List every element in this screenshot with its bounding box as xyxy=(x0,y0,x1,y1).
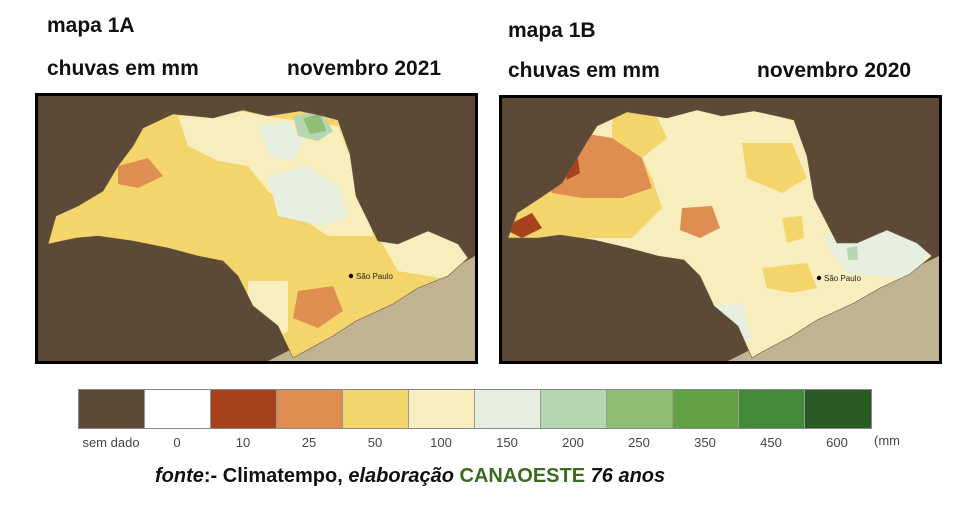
map-b-city-marker xyxy=(816,275,822,281)
map-b-period: novembro 2020 xyxy=(757,59,912,82)
legend-color-bar xyxy=(78,389,872,429)
map-b-frame: São Paulo xyxy=(499,95,942,364)
legend-label-2: 10 xyxy=(235,435,251,450)
source-suffix: 76 anos xyxy=(590,465,666,487)
legend-label-5: 100 xyxy=(430,435,452,450)
legend-swatch-8 xyxy=(607,390,673,428)
legend-swatch-3 xyxy=(277,390,343,428)
map-a-city-marker xyxy=(348,273,354,279)
map-a-zone-25 xyxy=(118,158,163,188)
legend-label-4: 50 xyxy=(367,435,383,450)
map-a-zone-150b xyxy=(258,121,303,161)
legend-label-11: 600 xyxy=(826,435,848,450)
map-b-zone-25b xyxy=(680,206,720,238)
map-a-subtitle: chuvas em mm xyxy=(47,57,199,80)
map-a-city-label: São Paulo xyxy=(356,272,393,281)
legend-label-8: 250 xyxy=(628,435,650,450)
map-b-title: mapa 1B xyxy=(508,19,596,42)
legend-swatch-10 xyxy=(739,390,805,428)
map-b-city-label: São Paulo xyxy=(824,274,861,283)
map-a-period: novembro 2021 xyxy=(287,57,442,80)
legend-swatch-9 xyxy=(673,390,739,428)
legend-label-6: 150 xyxy=(496,435,518,450)
legend-swatch-5 xyxy=(409,390,475,428)
source-separator: :- Climatempo, xyxy=(203,465,349,487)
map-b-zone-10b xyxy=(508,213,542,238)
source-line: fonte:- Climatempo, elaboração CANAOESTE… xyxy=(155,465,665,488)
map-a-ocean xyxy=(268,256,475,361)
map-b-zone-50e xyxy=(782,216,804,243)
source-org: CANAOESTE xyxy=(459,465,586,487)
map-a-svg: São Paulo xyxy=(38,96,475,361)
legend-label-0: sem dado xyxy=(82,435,140,450)
legend-label-10: 450 xyxy=(760,435,782,450)
map-b-zone-200 xyxy=(847,246,858,260)
map-a-frame: São Paulo xyxy=(35,93,478,364)
map-a-zone-150 xyxy=(268,166,348,226)
map-a-state-border xyxy=(47,109,469,359)
source-elab: elaboração xyxy=(348,465,454,487)
legend-swatch-6 xyxy=(475,390,541,428)
map-a-title: mapa 1A xyxy=(47,14,135,37)
legend-label-9: 350 xyxy=(694,435,716,450)
map-b-svg: São Paulo xyxy=(502,98,939,361)
map-b-subtitle: chuvas em mm xyxy=(508,59,660,82)
legend-swatch-4 xyxy=(343,390,409,428)
legend-unit: (mm xyxy=(874,433,900,448)
map-b-zone-50d xyxy=(762,263,817,293)
legend-swatch-2 xyxy=(211,390,277,428)
map-b-zone-50c xyxy=(742,143,807,193)
legend-swatch-11 xyxy=(805,390,871,428)
legend-label-1: 0 xyxy=(173,435,181,450)
map-a-zone-25b xyxy=(293,286,343,328)
map-a-zone-250 xyxy=(303,114,326,134)
map-b-state-border xyxy=(507,109,933,359)
map-b-zone-50b xyxy=(612,110,667,158)
legend-label-7: 200 xyxy=(562,435,584,450)
legend-swatch-1 xyxy=(145,390,211,428)
legend-label-3: 25 xyxy=(301,435,317,450)
legend-swatch-7 xyxy=(541,390,607,428)
legend-swatch-0 xyxy=(79,390,145,428)
source-prefix: fonte xyxy=(155,465,204,487)
